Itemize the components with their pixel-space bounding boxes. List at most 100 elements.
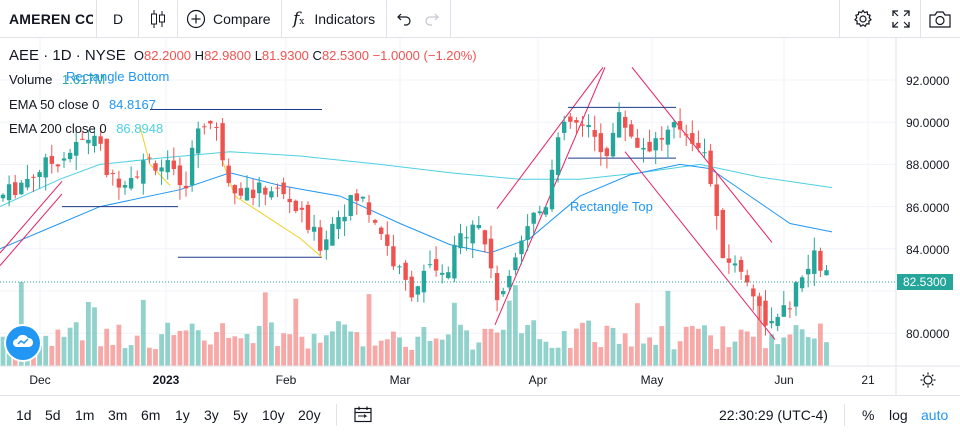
range-1y[interactable]: 1y <box>175 407 190 423</box>
indicators-button[interactable]: fx Indicators <box>293 0 375 38</box>
range-3y[interactable]: 3y <box>204 407 219 423</box>
candle-body <box>494 273 500 301</box>
volume-bar <box>293 298 299 366</box>
candle-body <box>720 210 725 259</box>
candle-body <box>751 288 756 297</box>
candle-body <box>360 196 366 199</box>
candle-body <box>799 277 805 289</box>
range-1m[interactable]: 1m <box>75 407 95 423</box>
compare-button[interactable]: Compare <box>186 0 271 38</box>
symbol-search[interactable]: AMEREN CC <box>9 11 93 27</box>
candle-body <box>31 176 36 178</box>
ema50-value: 84.8167 <box>108 97 156 112</box>
candle-body <box>586 124 591 128</box>
plus-circle-icon <box>186 9 206 29</box>
candle-body <box>214 126 219 128</box>
volume-bar <box>482 328 488 366</box>
ema50-path <box>0 163 833 254</box>
rectangle-bottom-label[interactable]: Rectangle Bottom <box>66 69 170 84</box>
range-3m[interactable]: 3m <box>108 407 128 423</box>
chart-canvas[interactable] <box>0 38 960 395</box>
candle-body <box>25 178 30 188</box>
y-tick: 88.0000 <box>906 158 950 172</box>
range-5y[interactable]: 5y <box>233 407 248 423</box>
volume-bar <box>708 335 713 366</box>
candle-body <box>55 164 61 167</box>
candle-body <box>549 169 555 210</box>
settings-button[interactable] <box>853 0 873 38</box>
range-5d[interactable]: 5d <box>45 407 61 423</box>
candle-body <box>708 150 713 185</box>
candle-body <box>13 182 18 195</box>
candle-body <box>98 136 103 144</box>
log-toggle[interactable]: log <box>889 407 908 423</box>
volume-bar <box>37 339 42 366</box>
range-10y[interactable]: 10y <box>262 407 285 423</box>
range-20y[interactable]: 20y <box>298 407 321 423</box>
candle-body <box>354 193 359 201</box>
percent-toggle[interactable]: % <box>862 407 875 423</box>
low-value: 81.9300 <box>261 48 309 63</box>
candle-body <box>293 200 298 212</box>
candle-body <box>372 220 378 223</box>
candle-body <box>110 173 115 175</box>
volume-bar <box>793 325 799 366</box>
redo-button[interactable] <box>424 0 440 38</box>
toolbar-divider <box>138 0 139 38</box>
volume-bar <box>116 324 122 366</box>
volume-bar <box>561 331 567 366</box>
candle-body <box>507 275 512 288</box>
volume-bar <box>147 347 152 366</box>
volume-bar <box>775 344 781 366</box>
range-6m[interactable]: 6m <box>141 407 161 423</box>
volume-bar <box>159 334 164 366</box>
volume-bar <box>683 326 689 366</box>
volume-bar <box>641 343 646 366</box>
volume-bar <box>598 347 604 366</box>
candle-body <box>806 268 811 275</box>
close-label: C <box>312 48 322 63</box>
fullscreen-button[interactable] <box>892 0 910 38</box>
candle-body <box>641 147 646 150</box>
volume-bar <box>744 331 750 366</box>
volume-bar <box>92 307 97 366</box>
candle-body <box>19 182 24 195</box>
clock-time[interactable]: 22:30:29 (UTC-4) <box>719 407 828 423</box>
volume-bar <box>586 320 591 366</box>
volume-bar <box>330 331 335 366</box>
volume-bar <box>702 325 707 366</box>
candle-body <box>208 120 213 124</box>
candle-body <box>220 123 225 161</box>
volume-bar <box>671 349 677 366</box>
volume-bar <box>647 337 652 366</box>
x-tick: 2023 <box>152 373 180 387</box>
volume-bar <box>384 339 390 366</box>
volume-bar <box>665 290 671 366</box>
range-1d[interactable]: 1d <box>16 407 32 423</box>
volume-bar <box>519 333 524 366</box>
candle-body <box>519 240 524 255</box>
volume-bar <box>366 294 372 366</box>
candlesticks <box>0 102 829 336</box>
interval-button[interactable]: D <box>113 11 124 27</box>
snapshot-button[interactable] <box>929 0 951 38</box>
rectangle-top-label[interactable]: Rectangle Top <box>570 199 653 214</box>
candle-body <box>165 160 170 173</box>
candle-body <box>37 172 42 177</box>
toolbar-divider <box>450 0 451 38</box>
chart-type-button[interactable] <box>149 0 167 38</box>
candle-body <box>665 129 671 145</box>
trend-line <box>0 193 63 267</box>
axis-settings-button[interactable] <box>920 372 936 393</box>
tradingview-logo-button[interactable] <box>6 326 40 360</box>
candle-body <box>714 184 719 217</box>
auto-toggle[interactable]: auto <box>921 407 949 423</box>
candle-body <box>385 234 390 246</box>
undo-button[interactable] <box>396 0 412 38</box>
redo-icon <box>424 11 440 27</box>
candle-body <box>726 258 732 263</box>
date-range-button[interactable] <box>354 406 372 428</box>
candle-body <box>263 187 268 195</box>
volume-bar <box>104 328 110 366</box>
candle-body <box>348 195 353 216</box>
